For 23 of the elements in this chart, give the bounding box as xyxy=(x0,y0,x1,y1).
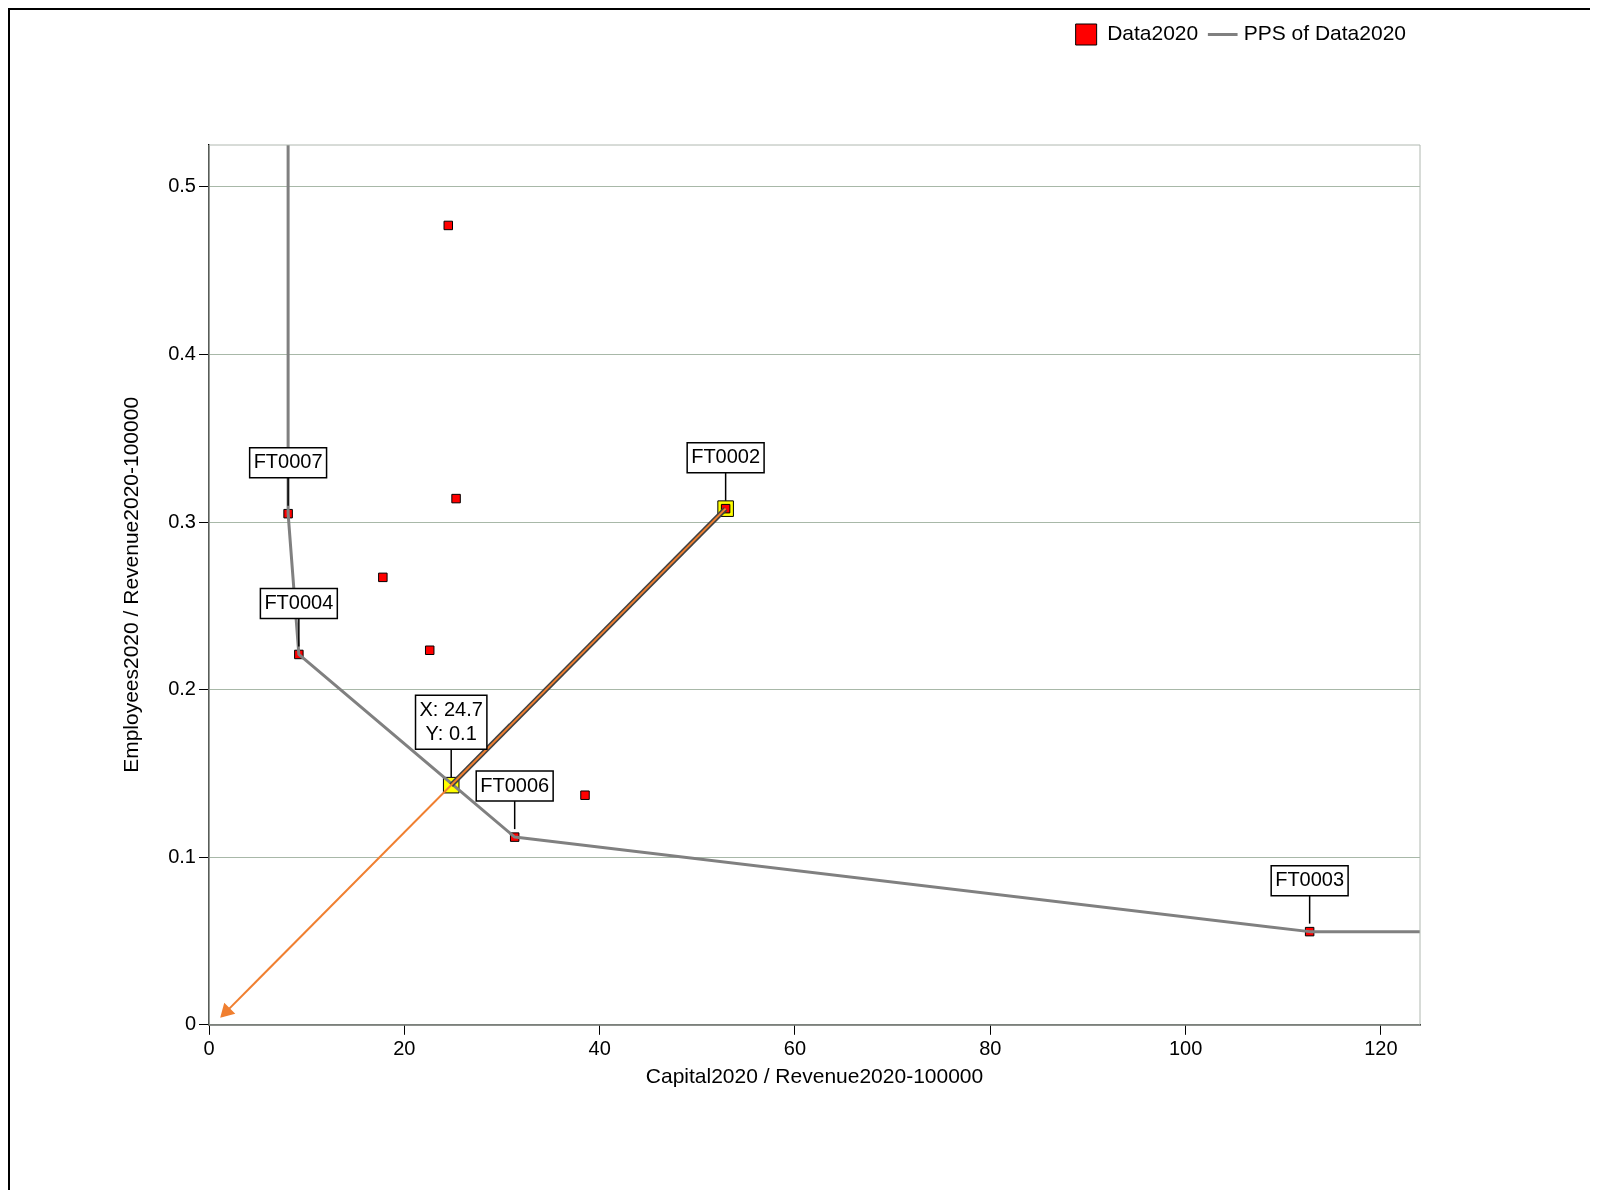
x-tick-label: 40 xyxy=(588,1037,611,1060)
legend-label: Data2020 xyxy=(1107,21,1199,45)
annotation: X: 24.7 Y: 0.1 xyxy=(419,697,483,744)
legend-label: PPS of Data2020 xyxy=(1243,21,1406,45)
annotation: FT0002 xyxy=(691,445,761,468)
x-tick-label: 80 xyxy=(979,1037,1002,1060)
x-tick-label: 20 xyxy=(393,1037,416,1060)
y-tick-label: 0.2 xyxy=(168,677,196,700)
x-tick-label: 60 xyxy=(783,1037,807,1060)
y-tick-label: 0.1 xyxy=(168,844,196,867)
annotation: FT0007 xyxy=(253,450,323,473)
y-tick-label: 0.3 xyxy=(168,509,196,532)
x-tick-label: 120 xyxy=(1364,1037,1398,1060)
annotation: FT0003 xyxy=(1275,868,1345,891)
x-axis-title: Capital2020 / Revenue2020-100000 xyxy=(645,1064,984,1088)
y-tick-label: 0.4 xyxy=(168,341,196,364)
x-tick-label: 100 xyxy=(1168,1037,1203,1060)
y-axis-title: Employees2020 / Revenue2020-100000 xyxy=(119,396,143,773)
annotation: FT0004 xyxy=(264,590,334,613)
annotation: FT0006 xyxy=(480,773,550,796)
y-tick-label: 0.5 xyxy=(168,174,196,197)
x-tick-label: 0 xyxy=(203,1037,215,1060)
y-tick-label: 0 xyxy=(184,1012,196,1035)
